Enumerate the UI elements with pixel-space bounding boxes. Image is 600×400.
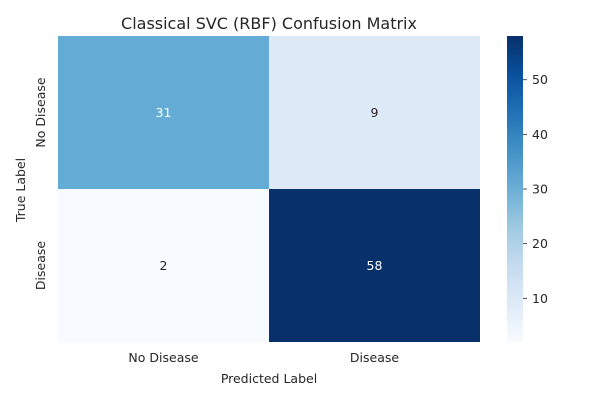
cell-no-disease-no-disease (58, 36, 269, 189)
colorbar-tick-label: 10 (532, 291, 548, 306)
cell-disease-disease (269, 189, 480, 342)
x-tick-label: No Disease (128, 350, 198, 365)
colorbar-ticks: 10 20 30 40 50 (523, 72, 548, 306)
colorbar-tick-label: 30 (532, 182, 548, 197)
cell-value-label: 2 (160, 258, 168, 273)
cell-value-label: 58 (367, 258, 383, 273)
heatmap-cells (58, 36, 480, 342)
heatmap-cell-labels: 31 9 2 58 (156, 105, 383, 273)
colorbar-tick-label: 40 (532, 127, 548, 142)
colorbar-tick-label: 50 (532, 72, 548, 87)
cell-value-label: 31 (156, 105, 172, 120)
cell-value-label: 9 (371, 105, 379, 120)
colorbar-tick-label: 20 (532, 236, 548, 251)
y-tick-labels: No Disease Disease (33, 77, 48, 290)
x-axis-label: Predicted Label (221, 371, 317, 386)
x-tick-labels: No Disease Disease (128, 350, 399, 365)
y-axis-label: True Label (13, 158, 28, 223)
y-tick-label: Disease (33, 241, 48, 290)
y-tick-label: No Disease (33, 77, 48, 147)
cell-disease-no-disease (58, 189, 269, 342)
chart-title: Classical SVC (RBF) Confusion Matrix (121, 14, 417, 33)
x-tick-label: Disease (350, 350, 399, 365)
cell-no-disease-disease (269, 36, 480, 189)
colorbar (507, 36, 523, 342)
